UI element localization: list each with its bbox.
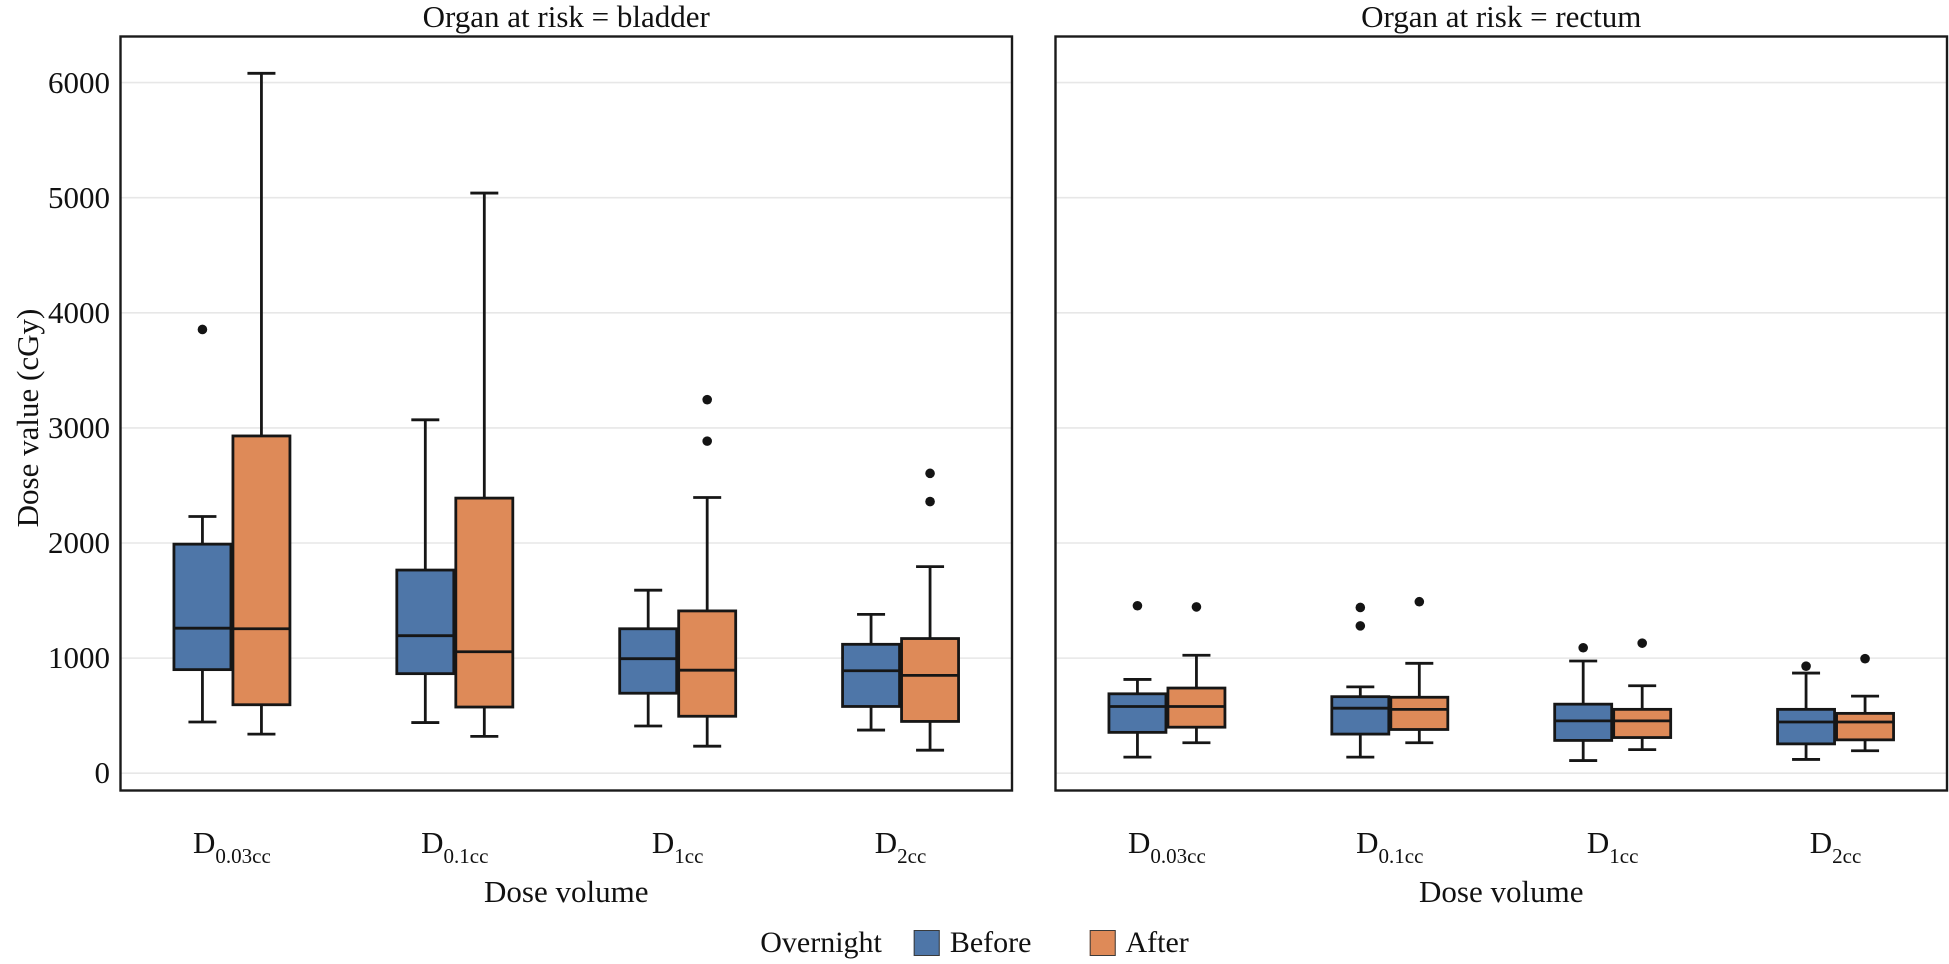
outlier-D_0.03cc-before-0 [1132, 600, 1143, 611]
x-tick-subscript: 0.1cc [443, 844, 489, 868]
x-tick-base: D [1128, 825, 1151, 860]
x-tick-base: D [1809, 825, 1833, 860]
box-D_2cc-before [841, 642, 901, 708]
y-tick-5000: 5000 [48, 179, 110, 215]
outlier-D_0.1cc-after-0 [1414, 596, 1425, 607]
x-axis-label-rectum: Dose volume [1419, 874, 1584, 909]
outlier-D_1cc-after-1 [702, 436, 712, 446]
x-tick-D_0.03cc-panel0: D0.03cc [193, 824, 271, 875]
box-D_2cc-before [1776, 707, 1836, 746]
x-tick-base: D [874, 825, 898, 860]
box-D_1cc-before [618, 627, 679, 695]
legend-swatch-before [913, 930, 940, 956]
x-axis-label-bladder: Dose volume [484, 874, 649, 909]
x-tick-subscript: 0.03cc [1150, 844, 1206, 868]
box-D_1cc-before [1553, 702, 1614, 742]
box-D_0.1cc-before [1330, 695, 1391, 736]
x-tick-subscript: 0.1cc [1378, 844, 1424, 868]
outlier-D_0.1cc-before-0 [1355, 602, 1366, 613]
legend-label-before: Before [949, 926, 1032, 959]
panel-title-rectum: Organ at risk = rectum [1361, 0, 1642, 34]
x-tick-D_2cc-panel1: D2cc [1810, 824, 1862, 875]
outlier-D_0.1cc-before-1 [1355, 621, 1366, 631]
y-tick-1000: 1000 [48, 640, 110, 676]
legend-swatch-after [1089, 930, 1116, 956]
x-tick-subscript: 2cc [1832, 844, 1862, 868]
box-D_0.1cc-after [454, 496, 515, 709]
box-D_0.03cc-after [231, 434, 292, 707]
x-tick-base: D [421, 825, 444, 860]
x-tick-D_0.1cc-panel0: D0.1cc [421, 824, 488, 875]
legend: Overnight Before After [760, 926, 1189, 960]
outlier-D_1cc-before-0 [1578, 642, 1588, 653]
outlier-D_0.03cc-before-0 [197, 324, 208, 335]
outlier-D_1cc-after-0 [702, 394, 712, 405]
y-tick-4000: 4000 [48, 294, 110, 330]
x-tick-base: D [651, 825, 675, 860]
x-tick-base: D [1586, 825, 1610, 860]
outlier-D_2cc-before-0 [1801, 661, 1811, 671]
box-D_1cc-after [677, 609, 738, 718]
box-D_0.03cc-before [172, 542, 233, 672]
box-D_2cc-after [1835, 711, 1895, 742]
x-tick-subscript: 1cc [674, 844, 704, 868]
x-tick-D_2cc-panel0: D2cc [875, 824, 927, 875]
y-tick-2000: 2000 [48, 525, 110, 560]
y-tick-0: 0 [94, 755, 111, 791]
x-tick-base: D [193, 825, 216, 860]
panel-border-0 [119, 35, 1014, 792]
legend-label-after: After [1125, 926, 1189, 959]
x-tick-base: D [1356, 825, 1379, 860]
x-tick-D_0.1cc-panel1: D0.1cc [1356, 824, 1423, 875]
legend-item-after: After [1089, 926, 1189, 960]
y-tick-3000: 3000 [48, 409, 110, 445]
x-tick-D_0.03cc-panel1: D0.03cc [1128, 824, 1206, 875]
panel-title-bladder: Organ at risk = bladder [422, 0, 710, 34]
x-tick-D_1cc-panel0: D1cc [652, 824, 704, 875]
x-tick-subscript: 0.03cc [215, 844, 271, 868]
outlier-D_2cc-after-1 [925, 496, 935, 507]
panel-border-1 [1054, 35, 1949, 792]
outlier-D_0.03cc-after-0 [1191, 602, 1202, 612]
x-tick-D_1cc-panel1: D1cc [1587, 824, 1639, 875]
outlier-D_2cc-after-0 [1860, 653, 1870, 664]
box-D_2cc-after [900, 637, 960, 723]
outlier-D_2cc-after-0 [925, 468, 935, 479]
outlier-D_1cc-after-0 [1637, 638, 1647, 648]
box-D_1cc-after [1612, 707, 1673, 739]
legend-title: Overnight [760, 926, 882, 959]
y-tick-6000: 6000 [48, 64, 110, 100]
legend-item-before: Before [913, 926, 1032, 960]
box-D_0.03cc-before [1107, 692, 1168, 734]
x-tick-subscript: 2cc [897, 844, 927, 868]
box-D_0.1cc-after [1389, 695, 1450, 731]
x-tick-subscript: 1cc [1609, 844, 1639, 868]
box-D_0.1cc-before [395, 568, 456, 676]
